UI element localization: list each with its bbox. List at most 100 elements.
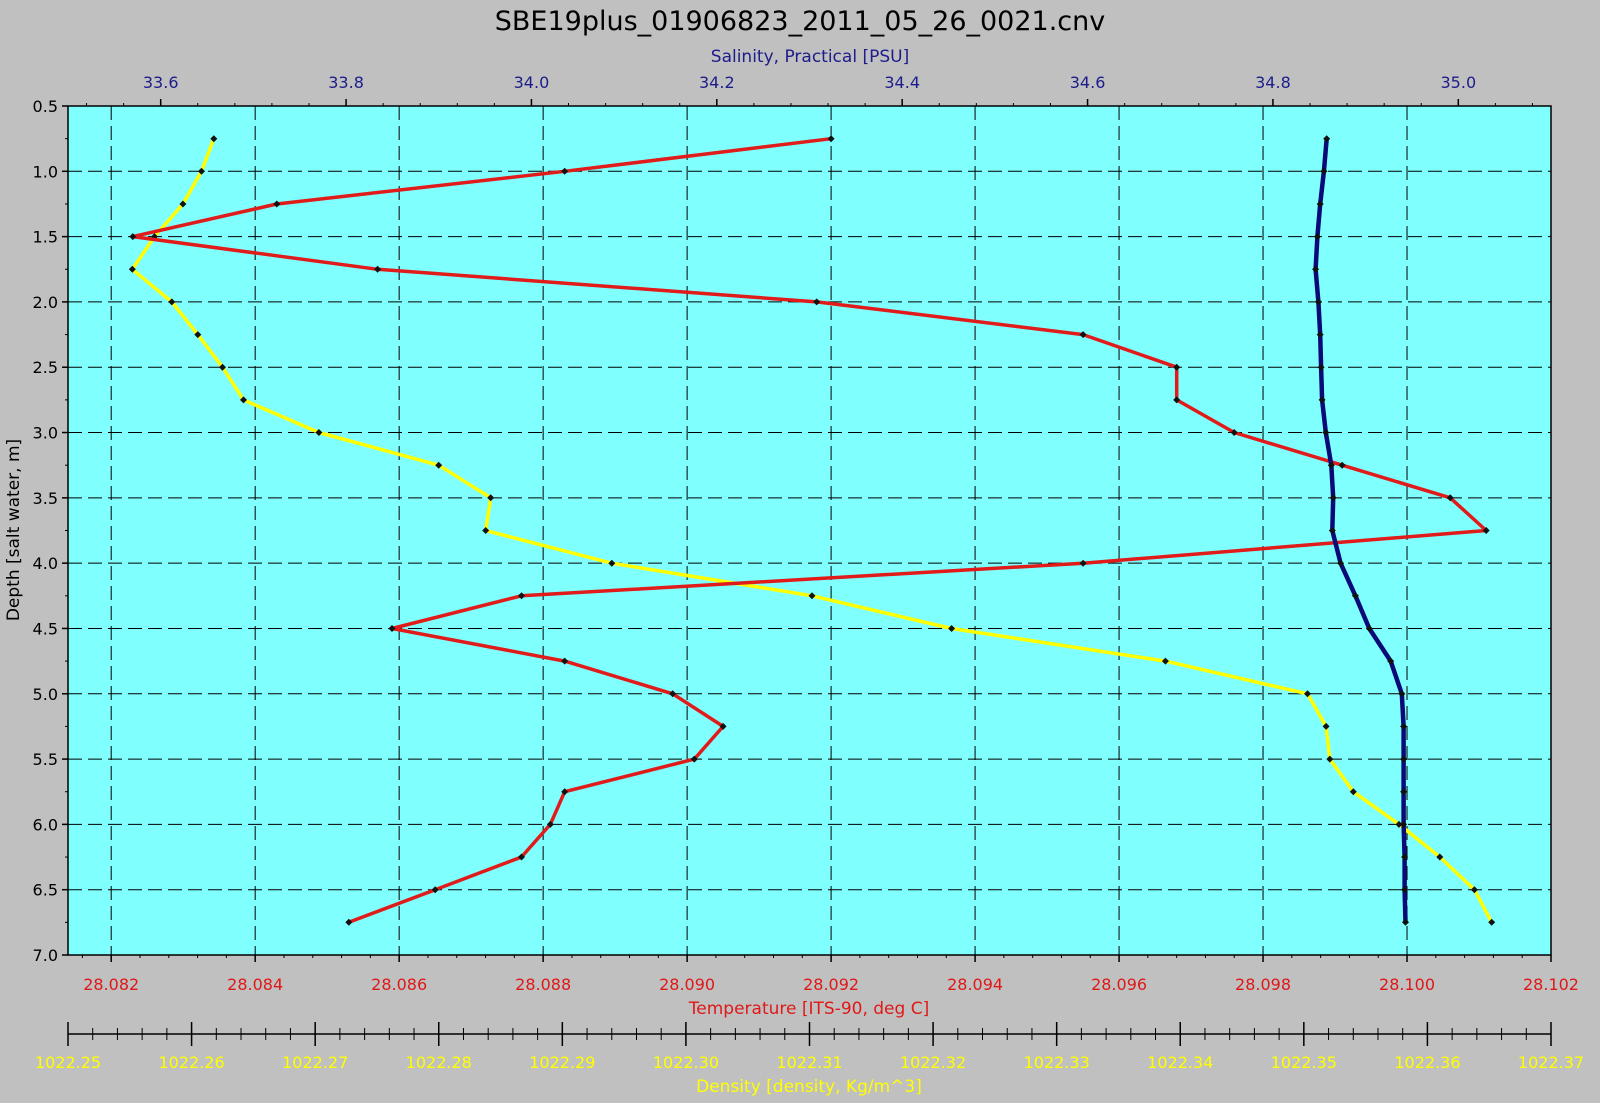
salinity-tick-label: 34.4 — [884, 73, 920, 92]
depth-tick-label: 1.0 — [33, 162, 58, 181]
density-data-point — [240, 396, 247, 404]
salinity-data-point — [1400, 820, 1408, 828]
density-data-point — [1326, 755, 1334, 763]
density-axis-label: Density [density, Kg/m^3] — [696, 1077, 922, 1097]
salinity-data-point — [1323, 135, 1331, 143]
temperature-data-point — [690, 755, 698, 763]
salinity-tick-label: 34.2 — [699, 73, 735, 92]
density-data-point — [1304, 690, 1311, 698]
salinity-data-point — [1322, 429, 1330, 436]
density-data-point — [1436, 853, 1444, 861]
temperature-data-point — [1079, 559, 1087, 567]
depth-tick-label: 3.5 — [33, 489, 58, 508]
density-data-point — [1470, 886, 1478, 894]
depth-tick-label: 7.0 — [33, 946, 58, 965]
density-data-point — [1161, 657, 1169, 665]
temperature-data-point — [1079, 331, 1087, 339]
density-data-point — [435, 461, 443, 469]
density-data-point — [179, 200, 187, 208]
salinity-data-point — [1320, 167, 1328, 175]
density-data-point — [1322, 722, 1330, 730]
density-data-point — [808, 592, 816, 600]
temperature-data-point — [1338, 461, 1346, 469]
depth-tick-label: 4.5 — [33, 619, 58, 638]
temperature-tick-label: 28.102 — [1523, 975, 1579, 994]
density-data-point — [198, 167, 205, 175]
density-tick-label: 1022.27 — [282, 1053, 348, 1072]
temperature-tick-label: 28.094 — [947, 975, 1003, 994]
density-tick-label: 1022.35 — [1271, 1053, 1337, 1072]
density-data-point — [608, 559, 616, 567]
salinity-data-point — [1401, 853, 1409, 861]
temperature-data-point — [129, 233, 137, 241]
density-tick-label: 1022.31 — [776, 1053, 842, 1072]
density-data-point — [1349, 788, 1357, 796]
density-data-point — [1395, 820, 1403, 828]
density-data-point — [487, 494, 495, 502]
density-data-point — [948, 625, 956, 632]
axes: 0.5 1.0 1.5 2.0 2.5 3.0 3.5 4.0 4.5 5.0 5.5 6.0 6.5 7… — [33, 73, 1585, 1072]
density-tick-label: 1022.29 — [529, 1053, 595, 1072]
temperature-data-point — [546, 820, 554, 828]
temperature-tick-label: 28.096 — [1091, 975, 1147, 994]
salinity-tick-label: 34.8 — [1255, 73, 1291, 92]
density-data-point — [168, 298, 176, 306]
temperature-data-point — [561, 657, 569, 665]
salinity-tick-label: 33.6 — [143, 73, 179, 92]
temperature-data-point — [1482, 527, 1490, 534]
salinity-tick-label: 33.8 — [328, 73, 364, 92]
plot-area — [67, 105, 1552, 956]
temperature-data-point — [561, 788, 569, 796]
salinity-data-point — [1398, 690, 1406, 698]
depth-tick-label: 4.0 — [33, 554, 58, 573]
salinity-data-point — [1365, 625, 1373, 632]
salinity-tick-label: 35.0 — [1441, 73, 1477, 92]
salinity-tick-label: 34.6 — [1070, 73, 1106, 92]
salinity-data-point — [1329, 494, 1337, 502]
depth-tick-label: 2.0 — [33, 293, 58, 312]
temperature-data-point — [719, 722, 727, 730]
salinity-data-point — [1312, 265, 1320, 273]
temperature-data-point — [813, 298, 821, 306]
depth-tick-label: 6.0 — [33, 815, 58, 834]
temperature-tick-label: 28.088 — [515, 975, 571, 994]
temperature-tick-label: 28.090 — [659, 975, 715, 994]
temperature-tick-label: 28.098 — [1235, 975, 1291, 994]
salinity-data-point — [1337, 559, 1345, 567]
salinity-data-point — [1316, 200, 1324, 208]
salinity-data-point — [1351, 592, 1359, 600]
temperature-data-point — [669, 690, 677, 698]
temperature-tick-label: 28.100 — [1379, 975, 1435, 994]
temperature-data-point — [273, 200, 281, 208]
density-tick-label: 1022.34 — [1147, 1053, 1213, 1072]
density-tick-label: 1022.37 — [1518, 1053, 1584, 1072]
salinity-data-point — [1318, 396, 1326, 404]
density-tick-label: 1022.25 — [35, 1053, 101, 1072]
density-data-point — [210, 135, 218, 143]
temperature-data-point — [518, 592, 525, 600]
temperature-data-point — [1446, 494, 1454, 502]
density-tick-label: 1022.28 — [406, 1053, 472, 1072]
temperature-data-point — [345, 918, 353, 926]
salinity-data-point — [1313, 233, 1321, 241]
density-tick-label: 1022.26 — [158, 1053, 224, 1072]
salinity-data-point — [1314, 298, 1322, 306]
salinity-tick-label: 34.0 — [514, 73, 550, 92]
density-tick-label: 1022.32 — [900, 1053, 966, 1072]
salinity-data-point — [1400, 788, 1408, 796]
depth-tick-label: 0.5 — [33, 97, 58, 116]
depth-axis-label: Depth [salt water, m] — [4, 439, 24, 621]
density-data-point — [1488, 918, 1496, 926]
temperature-axis-label: Temperature [ITS-90, deg C] — [688, 999, 929, 1019]
temperature-data-point — [431, 886, 439, 894]
depth-tick-label: 6.5 — [33, 881, 58, 900]
salinity-data-point — [1400, 755, 1408, 763]
density-data-point — [194, 331, 202, 339]
depth-tick-label: 1.5 — [33, 228, 58, 247]
temperature-data-point — [518, 853, 525, 861]
depth-tick-label: 5.5 — [33, 750, 58, 769]
salinity-data-point — [1328, 527, 1336, 534]
depth-tick-label: 2.5 — [33, 358, 58, 377]
